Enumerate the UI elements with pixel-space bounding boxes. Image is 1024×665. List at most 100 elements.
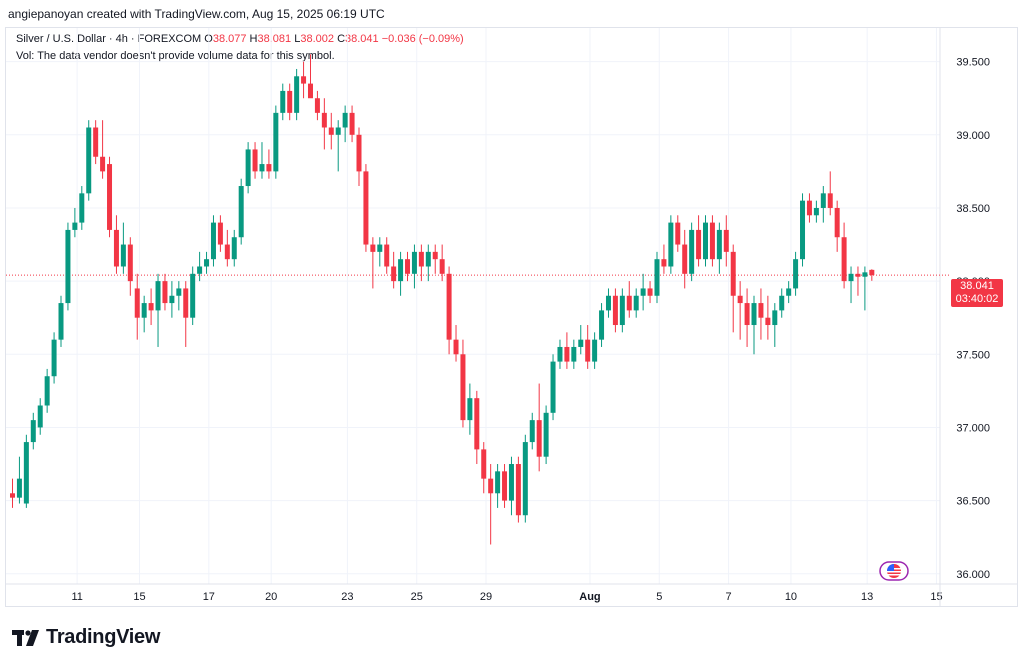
tradingview-logo[interactable]: TradingView: [12, 626, 160, 649]
x-tick-label: 15: [930, 591, 942, 603]
candle-body: [224, 244, 230, 260]
candle-body: [536, 420, 542, 457]
candle-body: [432, 251, 438, 260]
candle-body: [197, 266, 203, 274]
candle-body: [647, 288, 653, 296]
candle-body: [391, 266, 397, 282]
candle-body: [716, 229, 722, 260]
x-tick-label: 23: [341, 591, 353, 603]
candle-body: [79, 193, 85, 223]
candle-body: [703, 222, 708, 260]
candle-body: [363, 171, 369, 245]
candle-body: [765, 317, 771, 326]
candle-body: [314, 98, 320, 113]
candle-body: [169, 295, 175, 304]
candle-body: [113, 229, 119, 267]
tradingview-logo-icon: [12, 629, 42, 647]
candle-body: [155, 281, 161, 311]
candle-body: [869, 269, 875, 276]
candle-body: [813, 207, 819, 216]
attribution-header: angiepanoyan created with TradingView.co…: [8, 7, 385, 21]
candle-body: [335, 127, 341, 135]
candle-body: [495, 471, 501, 494]
candle-body: [751, 303, 757, 326]
y-tick-label: 39.000: [956, 130, 990, 142]
bar-countdown: 03:40:02: [955, 293, 999, 305]
candle-body: [321, 112, 327, 128]
candle-body: [772, 310, 778, 326]
candle-body: [301, 76, 307, 84]
candle-body: [675, 222, 681, 245]
candle-body: [238, 186, 244, 238]
us-flag-icon[interactable]: [879, 561, 909, 581]
candle-body: [834, 207, 840, 238]
candle-body: [349, 112, 355, 135]
candle-body: [571, 346, 577, 362]
candle-body: [16, 478, 22, 498]
x-tick-label: 11: [71, 591, 82, 603]
candle-body: [502, 471, 508, 501]
candle-body: [120, 244, 126, 267]
candle-body: [162, 281, 168, 304]
candle-body: [377, 244, 383, 252]
candle-body: [287, 90, 293, 113]
candle-body: [266, 164, 272, 172]
candle-body: [204, 259, 210, 267]
candle-body: [65, 229, 71, 304]
x-tick-label: 17: [203, 591, 215, 603]
candle-body: [619, 295, 625, 326]
candle-body: [668, 222, 674, 267]
candle-body: [529, 420, 535, 443]
candle-body: [862, 272, 868, 277]
candle-body: [411, 251, 417, 274]
candle-body: [44, 376, 50, 406]
x-tick-label: 5: [656, 591, 662, 603]
candle-body: [10, 493, 15, 498]
candle-body: [709, 222, 715, 260]
symbol-name[interactable]: Silver / U.S. Dollar · 4h · FOREXCOM: [16, 33, 202, 45]
x-tick-label: 29: [480, 591, 492, 603]
candle-body: [93, 127, 99, 157]
tradingview-logo-text: TradingView: [46, 626, 161, 648]
candle-body: [827, 193, 833, 208]
x-tick-label: 20: [265, 591, 277, 603]
candle-body: [689, 229, 695, 274]
candle-body: [30, 420, 36, 443]
x-tick-label: 10: [785, 591, 797, 603]
candle-body: [820, 193, 826, 208]
candle-body: [488, 478, 494, 494]
candle-body: [425, 251, 431, 267]
y-tick-label: 37.500: [956, 349, 990, 361]
candle-body: [58, 303, 64, 340]
candle-body: [439, 259, 445, 274]
candle-body: [252, 149, 258, 172]
candle-body: [793, 259, 799, 289]
candle-body: [134, 288, 140, 318]
candle-body: [190, 273, 196, 318]
high-value: 38.081: [257, 33, 292, 45]
candle-body: [592, 339, 598, 362]
candle-body: [86, 127, 92, 194]
high-label: H: [249, 33, 258, 45]
candle-body: [307, 83, 313, 99]
candle-body: [467, 398, 473, 421]
candle-body: [682, 244, 688, 274]
candle-body: [23, 442, 29, 504]
candle-body: [453, 339, 459, 355]
candle-body: [398, 259, 404, 282]
candle-body: [460, 354, 466, 421]
candle-body: [640, 288, 646, 296]
candle-body: [696, 229, 702, 260]
candle-body: [848, 273, 854, 282]
candle-body: [758, 303, 764, 318]
candle-body: [37, 405, 43, 428]
y-tick-label: 36.500: [956, 496, 990, 508]
candle-body: [605, 295, 611, 311]
candle-body: [446, 273, 452, 340]
candle-body: [550, 361, 556, 413]
candle-body: [141, 303, 147, 318]
candle-body: [744, 303, 750, 326]
candle-body: [474, 398, 480, 450]
candle-body: [183, 288, 189, 318]
